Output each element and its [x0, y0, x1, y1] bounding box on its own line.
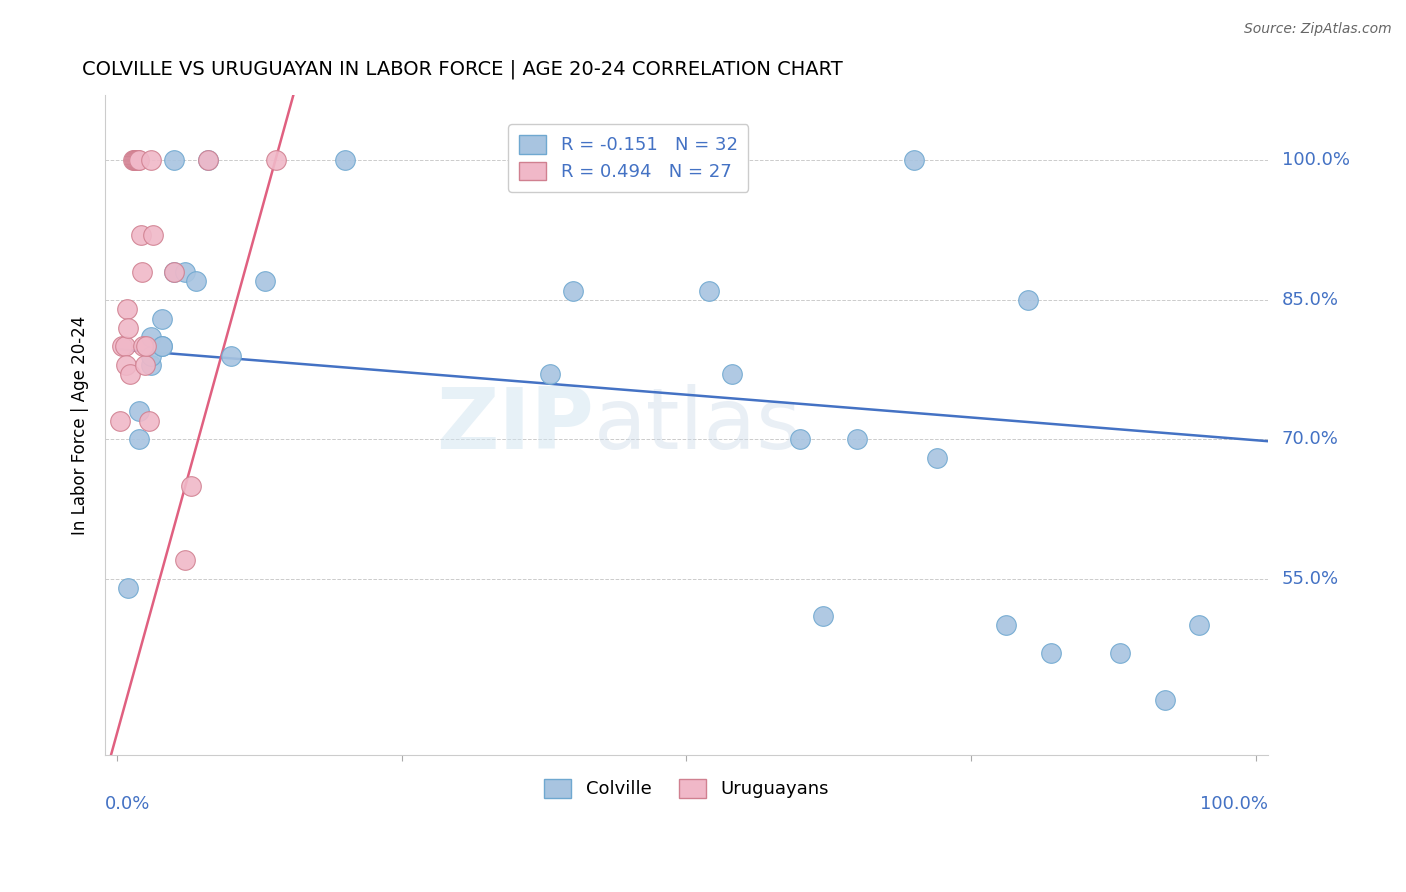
Text: atlas: atlas [593, 384, 801, 467]
Point [1017, 293, 1039, 307]
Text: ZIP: ZIP [436, 384, 593, 467]
Point [264, 153, 287, 168]
Point [903, 153, 925, 168]
Point [162, 153, 184, 168]
Point [139, 153, 162, 168]
Text: 85.0%: 85.0% [1282, 291, 1339, 309]
Point [789, 433, 811, 447]
Point [1154, 692, 1177, 706]
Point [1108, 646, 1130, 660]
Point [139, 349, 162, 363]
Text: 70.0%: 70.0% [1282, 430, 1339, 449]
Legend: Colville, Uruguayans: Colville, Uruguayans [537, 772, 837, 805]
Point [927, 450, 949, 465]
Point [117, 320, 139, 334]
Point [125, 153, 148, 168]
Text: Source: ZipAtlas.com: Source: ZipAtlas.com [1244, 22, 1392, 37]
Text: 100.0%: 100.0% [1282, 152, 1350, 169]
Point [128, 404, 150, 418]
Point [186, 274, 208, 288]
Point [121, 153, 143, 168]
Point [1188, 618, 1211, 632]
Point [115, 302, 138, 317]
Text: 55.0%: 55.0% [1282, 570, 1339, 588]
Text: COLVILLE VS URUGUAYAN IN LABOR FORCE | AGE 20-24 CORRELATION CHART: COLVILLE VS URUGUAYAN IN LABOR FORCE | A… [82, 60, 842, 79]
Point [561, 284, 583, 298]
Point [135, 339, 157, 353]
Point [128, 153, 150, 168]
Point [150, 339, 173, 353]
Point [197, 153, 219, 168]
Point [124, 153, 146, 168]
Point [162, 265, 184, 279]
Point [111, 339, 134, 353]
Point [219, 349, 242, 363]
Point [138, 414, 160, 428]
Point [120, 368, 142, 382]
Point [150, 311, 173, 326]
Point [139, 358, 162, 372]
Point [697, 284, 720, 298]
Point [174, 265, 197, 279]
Point [132, 339, 155, 353]
Point [174, 553, 197, 567]
Point [128, 433, 150, 447]
Point [114, 339, 136, 353]
Point [134, 358, 156, 372]
Point [197, 153, 219, 168]
Point [813, 609, 835, 624]
Point [180, 479, 202, 493]
Y-axis label: In Labor Force | Age 20-24: In Labor Force | Age 20-24 [72, 316, 89, 535]
Point [114, 358, 136, 372]
Point [131, 265, 153, 279]
Point [129, 227, 152, 242]
Point [162, 265, 184, 279]
Point [1040, 646, 1063, 660]
Point [142, 227, 165, 242]
Text: 100.0%: 100.0% [1199, 795, 1268, 813]
Point [150, 339, 173, 353]
Point [117, 581, 139, 595]
Point [994, 618, 1017, 632]
Point [721, 368, 744, 382]
Point [538, 368, 561, 382]
Point [127, 153, 149, 168]
Point [139, 330, 162, 344]
Point [127, 153, 149, 168]
Point [253, 274, 276, 288]
Point [122, 153, 145, 168]
Point [108, 414, 131, 428]
Text: 0.0%: 0.0% [105, 795, 150, 813]
Point [846, 433, 869, 447]
Point [333, 153, 356, 168]
